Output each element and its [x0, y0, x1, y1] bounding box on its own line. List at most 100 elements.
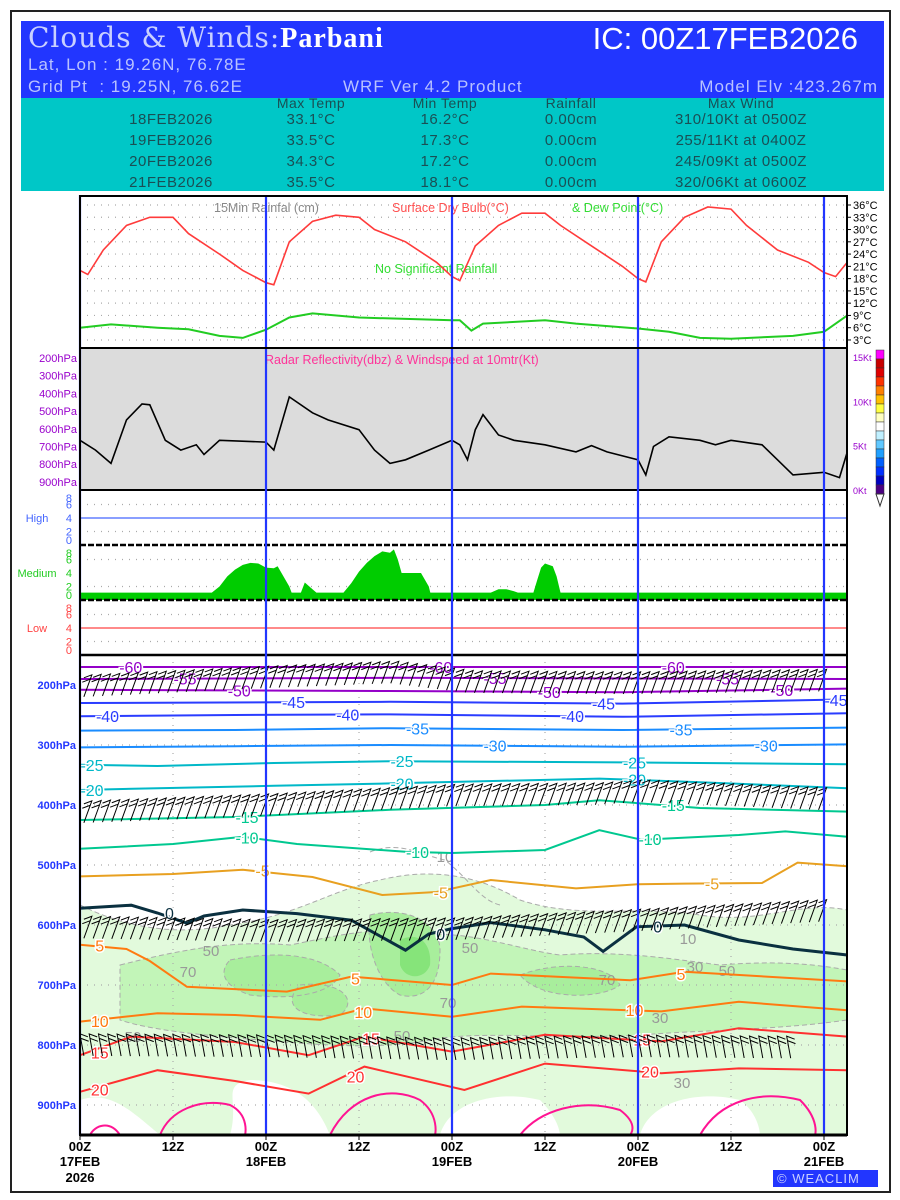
wind-barb	[258, 665, 270, 689]
wind-barb	[547, 670, 558, 694]
wind-barb	[723, 782, 735, 806]
wind-barb	[351, 918, 363, 942]
isotherm-line	[79, 829, 848, 855]
wind-barb	[333, 918, 344, 942]
radar-panel-bg	[80, 348, 847, 490]
isotherm-25-contour	[89, 1124, 121, 1136]
wind-barb	[695, 905, 707, 929]
temp-tick-label: 30°C	[853, 225, 878, 237]
wind-barb	[165, 669, 177, 693]
wind-barb	[351, 788, 363, 812]
wind-barb	[705, 670, 716, 694]
wind-barb	[295, 791, 307, 815]
wind-barb	[293, 1034, 303, 1058]
isotherm-label: 15	[362, 1031, 380, 1048]
wind-barb	[398, 786, 409, 810]
rh-contour-label: 70	[440, 995, 457, 1012]
wind-barb	[407, 917, 419, 941]
isotherm-label: -45	[282, 695, 305, 712]
wind-barb	[184, 669, 196, 693]
reflectivity-colorbar-cell	[875, 367, 885, 378]
wind-barb	[509, 782, 521, 806]
wind-barb	[686, 781, 698, 805]
wind-barb	[646, 1034, 657, 1058]
wind-barb	[184, 796, 196, 820]
wind-barb	[807, 786, 819, 810]
wind-barb	[807, 899, 819, 923]
reflectivity-colorbar-cell	[875, 439, 885, 450]
wind-barb	[519, 782, 530, 806]
wind-barb	[807, 668, 819, 692]
wind-barb	[519, 913, 530, 937]
grid-lines	[80, 204, 847, 1135]
wind-barb	[249, 793, 261, 817]
pressure-tick-label: 600hPa	[37, 920, 76, 932]
wind-barb	[730, 1035, 740, 1058]
isotherm-label: -10	[638, 832, 661, 849]
wind-barb	[109, 798, 121, 822]
product-label: WRF Ver 4.2 Product	[343, 77, 523, 96]
isotherm-label: -25	[80, 758, 103, 775]
wind-barb	[553, 1035, 564, 1059]
time-tick-year: 2026	[66, 1170, 95, 1185]
wind-barb	[137, 916, 149, 940]
wind-barb	[556, 912, 568, 936]
wind-barb	[249, 665, 261, 689]
wind-barb	[649, 779, 661, 803]
wind-barb	[221, 794, 233, 818]
wind-barb	[612, 780, 623, 804]
model-elevation: Model Elv :423.267m	[699, 77, 878, 96]
wind-barb	[618, 1034, 629, 1058]
temp-tick-label: 24°C	[853, 249, 878, 261]
wind-barb	[361, 661, 372, 685]
summary-cell-wind: 255/11Kt at 0400Z	[675, 132, 807, 149]
wind-barb	[454, 668, 465, 692]
wind-barb	[144, 1033, 154, 1057]
wind-barb	[416, 663, 428, 687]
wind-barb	[416, 785, 428, 809]
cloud-tick-label: 8	[66, 548, 72, 560]
wind-barb	[218, 1033, 229, 1057]
wind-barb	[798, 899, 809, 923]
wind-barb	[361, 787, 372, 811]
summary-cell-date: 20FEB2026	[129, 153, 213, 170]
isotherm-label: -40	[561, 709, 584, 726]
wind-barb	[686, 905, 698, 929]
wind-barb	[258, 793, 270, 817]
wind-barb	[212, 917, 223, 941]
temp-tick-label: 18°C	[853, 274, 878, 286]
isotherm-line	[79, 861, 848, 897]
wind-barb	[268, 665, 279, 689]
wind-barb	[649, 670, 661, 694]
isotherm-line	[79, 777, 848, 791]
wind-barb	[339, 1035, 350, 1059]
wind-barb	[162, 1033, 173, 1057]
wind-barb	[497, 1036, 508, 1060]
wind-barb	[751, 902, 763, 926]
wind-barb	[91, 799, 103, 823]
wind-barb	[370, 661, 382, 685]
temp-tick-label: 15°C	[853, 286, 878, 298]
wind-barb	[612, 671, 623, 695]
isotherm-label: 20	[347, 1070, 365, 1087]
wind-barb	[556, 670, 568, 694]
time-tick-hour: 12Z	[348, 1139, 370, 1154]
weaclim-logo: © WEACLIM	[773, 1170, 878, 1187]
wind-barb	[770, 901, 781, 925]
isotherm-label: -10	[406, 845, 429, 862]
summary-cell-wind: 320/06Kt at 0600Z	[675, 174, 807, 191]
wind-barb	[202, 668, 214, 692]
wind-barb	[193, 917, 205, 941]
time-tick-date: 20FEB	[618, 1154, 658, 1169]
wind-barb	[274, 1034, 285, 1058]
wind-barb	[556, 782, 568, 806]
wind-barb	[509, 914, 521, 938]
wind-barb	[286, 918, 298, 942]
wind-barb	[776, 1035, 787, 1059]
wind-barb	[528, 913, 540, 937]
temp-tick-label: 33°C	[853, 212, 878, 224]
wind-barb	[640, 907, 651, 931]
wind-barb	[758, 1035, 768, 1059]
wind-barb	[779, 900, 791, 924]
